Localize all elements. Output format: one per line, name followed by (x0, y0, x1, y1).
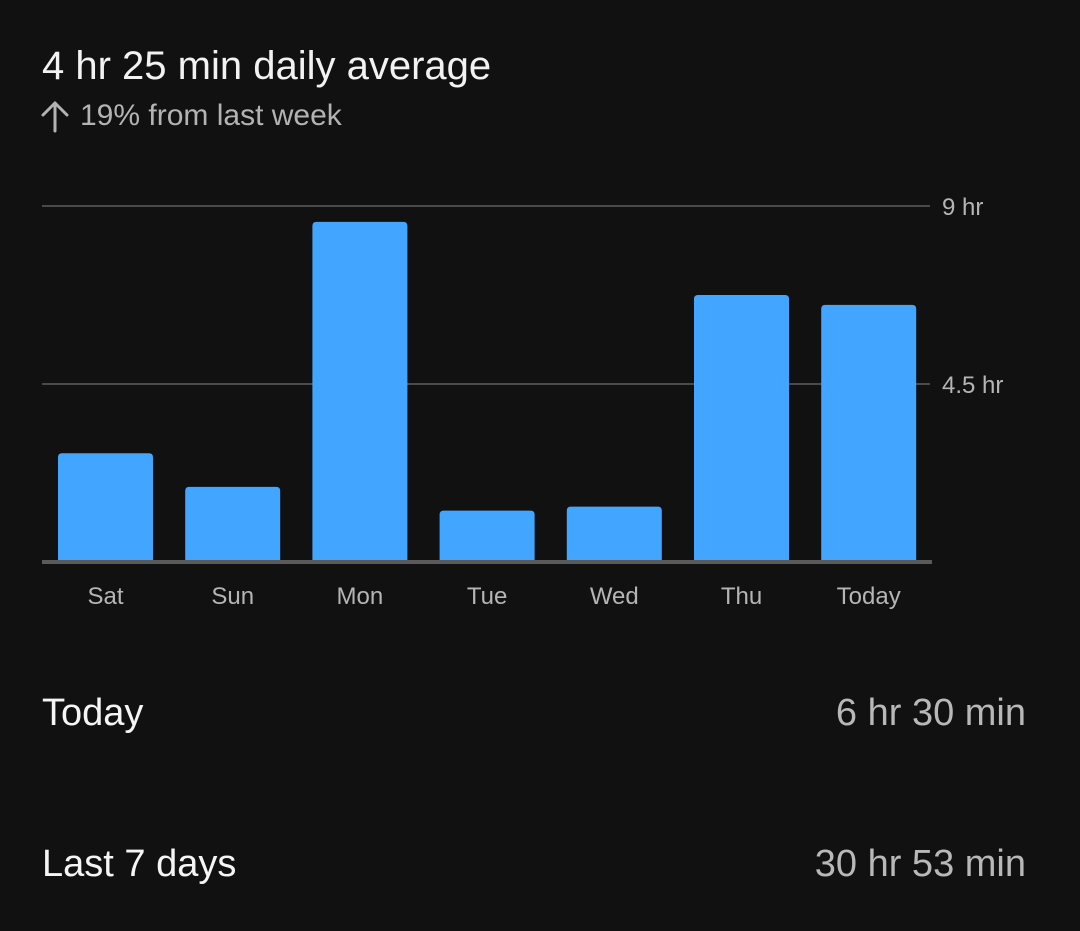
y-tick-label: 9 hr (942, 194, 983, 221)
bar-tue[interactable] (439, 510, 535, 562)
x-tick-label: Today (837, 583, 901, 610)
arrow-up-icon (41, 101, 69, 133)
usage-bar-chart: 9 hr 4.5 hr Sat Sun Mon Tue Wed Thu Today (42, 194, 1003, 610)
bar-sat[interactable] (58, 453, 153, 562)
today-stat-label: Today (42, 691, 144, 734)
x-tick-label: Wed (590, 583, 639, 610)
weekly-change: 19% from last week (38, 96, 342, 136)
x-tick-label: Sun (211, 583, 254, 610)
x-tick-label: Tue (467, 583, 507, 610)
bar-sun[interactable] (185, 486, 281, 562)
today-stat-row[interactable]: Today 6 hr 30 min (42, 686, 1026, 740)
bar-today[interactable] (821, 304, 917, 562)
bar-wed[interactable] (566, 506, 662, 562)
bar-thu[interactable] (694, 295, 789, 562)
last-7-days-stat-label: Last 7 days (42, 842, 237, 885)
x-tick-label: Mon (337, 583, 384, 610)
daily-average-headline: 4 hr 25 min daily average (42, 44, 492, 88)
last-7-days-stat-row[interactable]: Last 7 days 30 hr 53 min (42, 836, 1026, 892)
weekly-change-text: 19% from last week (80, 99, 342, 132)
x-tick-label: Thu (721, 583, 762, 610)
bar-mon[interactable] (312, 221, 408, 563)
x-tick-label: Sat (87, 583, 123, 610)
last-7-days-stat-value: 30 hr 53 min (814, 842, 1026, 885)
y-tick-label: 4.5 hr (942, 372, 1003, 399)
today-stat-value: 6 hr 30 min (835, 691, 1026, 734)
